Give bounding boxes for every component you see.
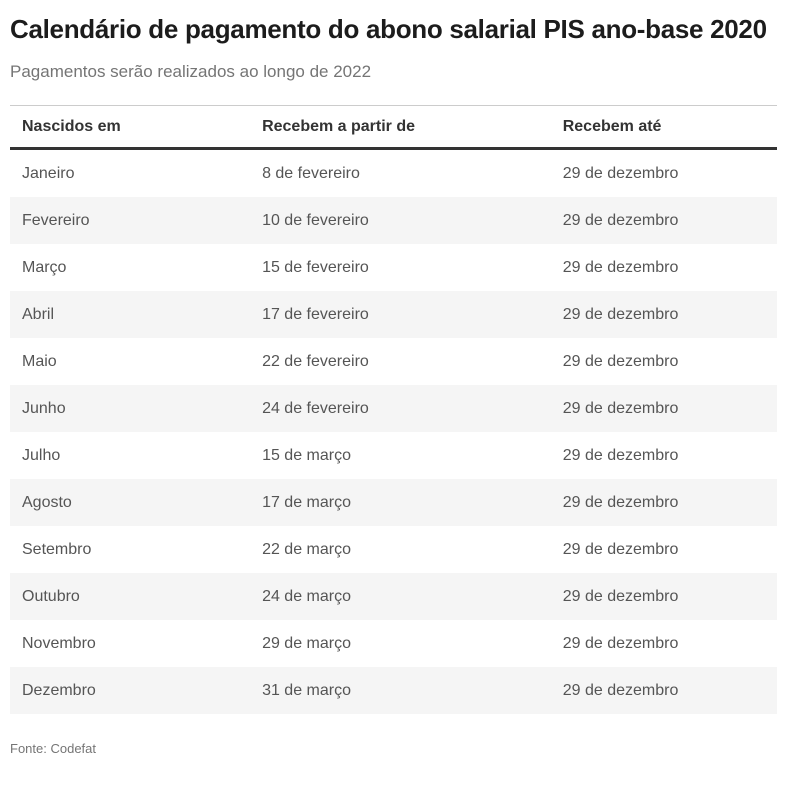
table-row: Junho 24 de fevereiro 29 de dezembro — [10, 385, 777, 432]
table-row: Maio 22 de fevereiro 29 de dezembro — [10, 338, 777, 385]
cell-start-date: 24 de março — [262, 587, 351, 605]
cell-end-date: 29 de dezembro — [562, 164, 679, 182]
column-header-receive-until: Recebem até — [562, 117, 662, 135]
table-row: Novembro 29 de março 29 de dezembro — [10, 620, 777, 667]
column-header-born-in: Nascidos em — [22, 117, 121, 135]
cell-end-date: 29 de dezembro — [562, 587, 679, 605]
cell-month: Outubro — [22, 587, 80, 605]
cell-end-date: 29 de dezembro — [562, 634, 679, 652]
cell-month: Julho — [22, 446, 61, 464]
page-title: Calendário de pagamento do abono salaria… — [10, 14, 767, 44]
cell-month: Novembro — [22, 634, 96, 652]
cell-end-date: 29 de dezembro — [562, 493, 679, 511]
cell-end-date: 29 de dezembro — [562, 305, 679, 323]
table-row: Julho 15 de março 29 de dezembro — [10, 432, 777, 479]
cell-month: Agosto — [22, 493, 72, 511]
cell-month: Dezembro — [22, 681, 96, 699]
cell-start-date: 22 de fevereiro — [262, 352, 369, 370]
cell-start-date: 29 de março — [262, 634, 351, 652]
cell-end-date: 29 de dezembro — [562, 258, 679, 276]
cell-month: Maio — [22, 352, 57, 370]
cell-end-date: 29 de dezembro — [562, 540, 679, 558]
cell-start-date: 22 de março — [262, 540, 351, 558]
cell-start-date: 10 de fevereiro — [262, 211, 369, 229]
cell-start-date: 31 de março — [262, 681, 351, 699]
column-header-receive-from: Recebem a partir de — [262, 117, 416, 135]
cell-month: Setembro — [22, 540, 92, 558]
cell-start-date: 15 de fevereiro — [262, 258, 369, 276]
table-row: Março 15 de fevereiro 29 de dezembro — [10, 244, 777, 291]
table-row: Agosto 17 de março 29 de dezembro — [10, 479, 777, 526]
cell-month: Abril — [22, 305, 55, 323]
table-row: Abril 17 de fevereiro 29 de dezembro — [10, 291, 777, 338]
cell-end-date: 29 de dezembro — [562, 399, 679, 417]
cell-start-date: 8 de fevereiro — [262, 164, 360, 182]
source-credit: Fonte: Codefat — [10, 741, 96, 756]
table-header-row: Nascidos em Recebem a partir de Recebem … — [10, 106, 777, 150]
table-row: Janeiro 8 de fevereiro 29 de dezembro — [10, 150, 777, 197]
cell-end-date: 29 de dezembro — [562, 211, 679, 229]
cell-start-date: 17 de fevereiro — [262, 305, 369, 323]
cell-end-date: 29 de dezembro — [562, 446, 679, 464]
cell-month: Fevereiro — [22, 211, 90, 229]
table-row: Setembro 22 de março 29 de dezembro — [10, 526, 777, 573]
page-subtitle: Pagamentos serão realizados ao longo de … — [10, 62, 372, 81]
cell-end-date: 29 de dezembro — [562, 352, 679, 370]
table-row: Outubro 24 de março 29 de dezembro — [10, 573, 777, 620]
table-row: Fevereiro 10 de fevereiro 29 de dezembro — [10, 197, 777, 244]
cell-month: Janeiro — [22, 164, 75, 182]
table-body: Janeiro 8 de fevereiro 29 de dezembro Fever… — [10, 150, 777, 714]
cell-month: Março — [22, 258, 67, 276]
payment-calendar-table: Nascidos em Recebem a partir de Recebem … — [10, 105, 777, 714]
cell-start-date: 17 de março — [262, 493, 351, 511]
cell-start-date: 24 de fevereiro — [262, 399, 369, 417]
cell-end-date: 29 de dezembro — [562, 681, 679, 699]
table-row: Dezembro 31 de março 29 de dezembro — [10, 667, 777, 714]
cell-start-date: 15 de março — [262, 446, 351, 464]
cell-month: Junho — [22, 399, 66, 417]
